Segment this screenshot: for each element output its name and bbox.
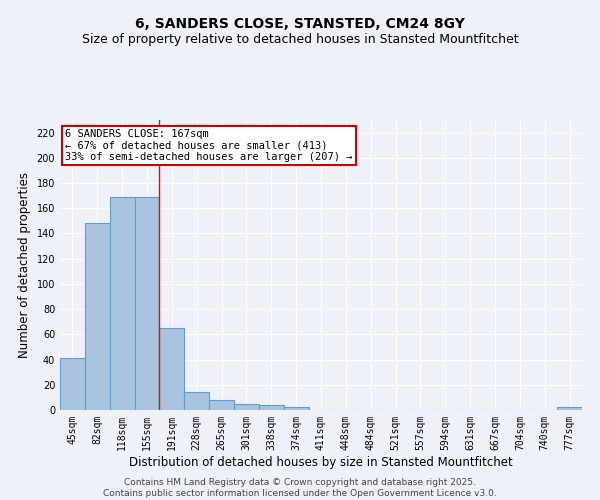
Text: Size of property relative to detached houses in Stansted Mountfitchet: Size of property relative to detached ho…: [82, 32, 518, 46]
Bar: [160, 328, 184, 410]
Y-axis label: Number of detached properties: Number of detached properties: [18, 172, 31, 358]
Bar: [284, 408, 308, 410]
X-axis label: Distribution of detached houses by size in Stansted Mountfitchet: Distribution of detached houses by size …: [129, 456, 513, 468]
Bar: [557, 408, 582, 410]
Text: 6 SANDERS CLOSE: 167sqm
← 67% of detached houses are smaller (413)
33% of semi-d: 6 SANDERS CLOSE: 167sqm ← 67% of detache…: [65, 128, 353, 162]
Bar: [134, 197, 160, 410]
Bar: [60, 358, 85, 410]
Bar: [209, 400, 234, 410]
Bar: [184, 392, 209, 410]
Bar: [259, 405, 284, 410]
Bar: [85, 224, 110, 410]
Text: 6, SANDERS CLOSE, STANSTED, CM24 8GY: 6, SANDERS CLOSE, STANSTED, CM24 8GY: [135, 18, 465, 32]
Text: Contains HM Land Registry data © Crown copyright and database right 2025.
Contai: Contains HM Land Registry data © Crown c…: [103, 478, 497, 498]
Bar: [110, 197, 134, 410]
Bar: [234, 404, 259, 410]
